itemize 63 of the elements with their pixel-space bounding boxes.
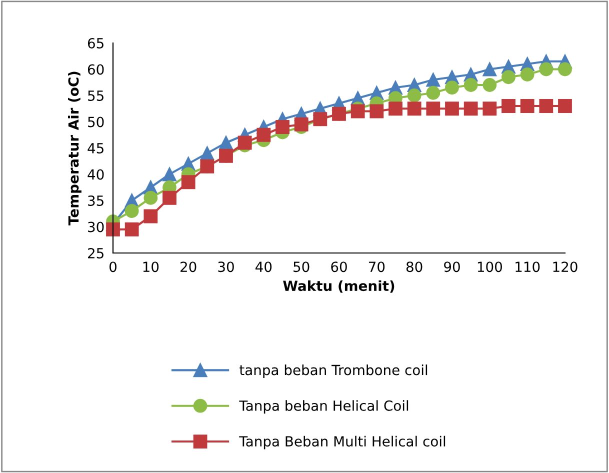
point	[350, 104, 365, 118]
point	[539, 62, 554, 76]
point	[426, 72, 440, 87]
point	[407, 88, 422, 102]
point	[445, 80, 459, 95]
legend-label: Tanpa Beban Multi Helical coil	[239, 436, 446, 450]
x-tick-label: 90	[444, 262, 460, 272]
x-tick-label: 0	[109, 262, 116, 272]
legend-label: Tanpa beban Helical Coil	[239, 400, 408, 414]
point	[426, 86, 440, 100]
x-tick-label: 80	[406, 262, 422, 272]
x-tick-label: 120	[553, 262, 578, 272]
x-tick-label: 110	[516, 262, 540, 272]
point	[219, 136, 233, 150]
point	[482, 102, 497, 116]
point	[388, 102, 402, 116]
x-tick-label: 10	[143, 262, 159, 272]
x-tick-label: 40	[256, 262, 272, 272]
point	[256, 128, 271, 142]
x-tick-label: 70	[368, 262, 385, 272]
x-tick-label: 100	[478, 262, 502, 272]
y-tick-label: 30	[88, 222, 104, 232]
point	[276, 120, 290, 134]
x-tick-label: 60	[331, 262, 347, 272]
x-tick-label: 20	[180, 262, 196, 272]
y-tick-label: 65	[88, 38, 104, 48]
x-tick-label: 50	[294, 262, 310, 272]
point	[520, 68, 534, 82]
point	[370, 104, 384, 118]
y-tick-label: 45	[88, 143, 104, 154]
legend-label: tanpa beban Trombone coil	[240, 364, 428, 378]
point	[502, 99, 516, 113]
point	[558, 99, 572, 113]
point	[482, 62, 497, 76]
point	[144, 190, 158, 205]
point	[162, 190, 176, 205]
point	[106, 222, 120, 236]
point	[558, 62, 572, 76]
y-tick-label: 60	[88, 64, 104, 75]
point	[482, 78, 497, 92]
point	[445, 102, 459, 116]
point	[502, 70, 516, 84]
point	[200, 146, 214, 160]
point	[124, 222, 139, 236]
y-axis-title: Temperatur Air (oC)	[68, 72, 82, 226]
y-tick-label: 40	[88, 169, 104, 180]
point	[238, 136, 252, 150]
y-tick-label: 25	[88, 248, 104, 258]
x-axis-title: Waktu (menit)	[283, 280, 394, 293]
point	[124, 204, 139, 218]
point	[162, 167, 176, 182]
point	[539, 99, 554, 113]
y-tick-label: 35	[88, 195, 104, 206]
y-tick-label: 50	[88, 116, 104, 128]
point	[181, 175, 196, 190]
point	[407, 102, 422, 116]
point	[464, 78, 478, 92]
y-tick-label: 55	[88, 90, 104, 101]
point	[426, 102, 440, 116]
point	[464, 102, 478, 116]
x-tick-label: 30	[218, 262, 234, 272]
point	[520, 99, 534, 113]
point	[144, 209, 158, 224]
